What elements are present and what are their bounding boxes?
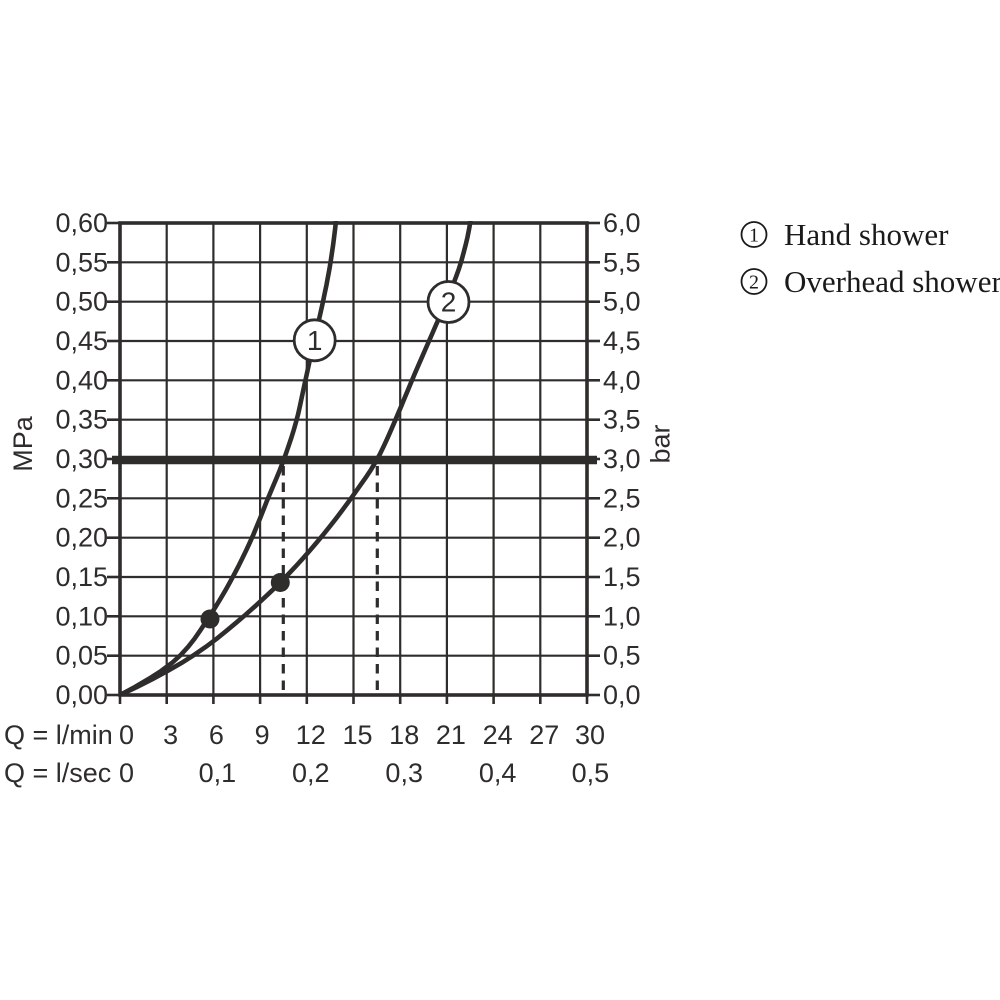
svg-text:9: 9 <box>255 720 270 750</box>
svg-text:MPa: MPa <box>8 415 38 472</box>
svg-text:2,0: 2,0 <box>603 523 641 553</box>
svg-text:0: 0 <box>119 720 134 750</box>
svg-text:0,2: 0,2 <box>292 758 330 788</box>
svg-text:1: 1 <box>749 225 759 247</box>
svg-text:21: 21 <box>436 720 466 750</box>
svg-text:Q = l/sec: Q = l/sec <box>4 758 111 788</box>
svg-text:5,0: 5,0 <box>603 287 641 317</box>
svg-text:15: 15 <box>342 720 372 750</box>
svg-text:6,0: 6,0 <box>603 208 641 238</box>
svg-text:1: 1 <box>307 325 323 356</box>
svg-text:0: 0 <box>119 758 134 788</box>
svg-text:3: 3 <box>163 720 178 750</box>
svg-text:2: 2 <box>441 287 457 318</box>
svg-text:1,5: 1,5 <box>603 562 641 592</box>
svg-text:18: 18 <box>389 720 419 750</box>
svg-text:1,0: 1,0 <box>603 601 641 631</box>
svg-text:Q = l/min: Q = l/min <box>4 720 113 750</box>
svg-text:27: 27 <box>529 720 559 750</box>
svg-text:4,5: 4,5 <box>603 326 641 356</box>
svg-text:0,40: 0,40 <box>55 365 108 395</box>
svg-text:2: 2 <box>749 272 759 294</box>
svg-text:2,5: 2,5 <box>603 483 641 513</box>
svg-text:0,15: 0,15 <box>55 562 108 592</box>
svg-text:0,35: 0,35 <box>55 405 108 435</box>
svg-text:0,4: 0,4 <box>479 758 517 788</box>
svg-text:30: 30 <box>575 720 605 750</box>
svg-text:5,5: 5,5 <box>603 247 641 277</box>
svg-text:3,0: 3,0 <box>603 444 641 474</box>
svg-text:0,60: 0,60 <box>55 208 108 238</box>
svg-text:0,0: 0,0 <box>603 680 641 710</box>
svg-text:4,0: 4,0 <box>603 365 641 395</box>
svg-text:0,25: 0,25 <box>55 483 108 513</box>
svg-text:0,5: 0,5 <box>603 641 641 671</box>
svg-text:0,50: 0,50 <box>55 287 108 317</box>
svg-text:0,00: 0,00 <box>55 680 108 710</box>
svg-text:12: 12 <box>296 720 326 750</box>
svg-text:24: 24 <box>483 720 513 750</box>
svg-text:3,5: 3,5 <box>603 405 641 435</box>
svg-text:0,5: 0,5 <box>572 758 610 788</box>
svg-text:bar: bar <box>646 424 676 463</box>
svg-text:Overhead shower: Overhead shower <box>784 264 1000 299</box>
svg-text:Hand shower: Hand shower <box>784 217 949 252</box>
svg-text:0,1: 0,1 <box>199 758 237 788</box>
svg-text:0,05: 0,05 <box>55 641 108 671</box>
svg-text:0,45: 0,45 <box>55 326 108 356</box>
svg-text:0,3: 0,3 <box>385 758 423 788</box>
svg-text:0,55: 0,55 <box>55 247 108 277</box>
svg-text:0,10: 0,10 <box>55 601 108 631</box>
svg-text:0,30: 0,30 <box>55 444 108 474</box>
svg-text:6: 6 <box>209 720 224 750</box>
svg-text:0,20: 0,20 <box>55 523 108 553</box>
